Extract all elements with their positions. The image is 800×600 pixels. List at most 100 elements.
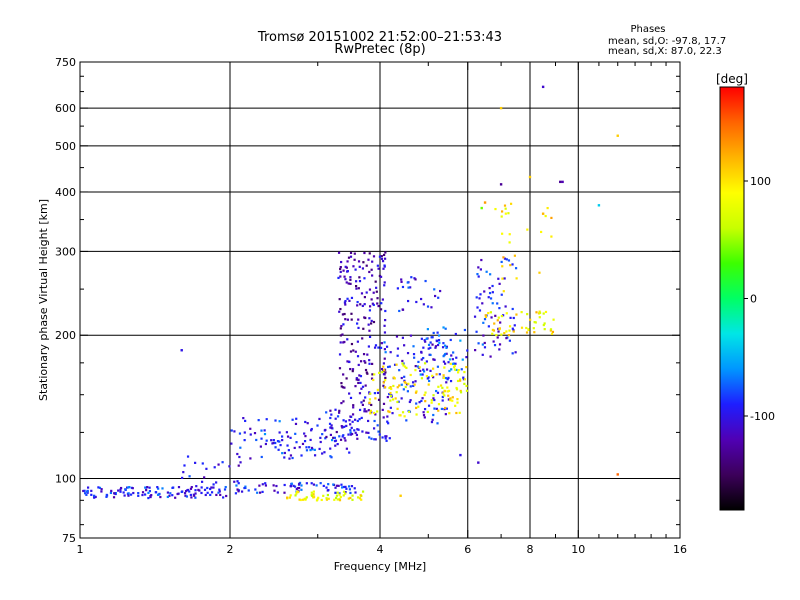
- data-point: [534, 321, 537, 324]
- data-point: [339, 327, 342, 330]
- data-point: [330, 438, 334, 442]
- data-point: [144, 493, 147, 496]
- data-point: [303, 440, 307, 443]
- data-point: [254, 488, 257, 491]
- data-point: [378, 371, 381, 375]
- data-point: [438, 341, 441, 344]
- data-point: [401, 362, 404, 365]
- data-point: [421, 397, 424, 400]
- data-point: [230, 429, 233, 432]
- data-point: [367, 409, 370, 412]
- data-point: [330, 424, 333, 427]
- data-point: [352, 404, 355, 407]
- data-point: [488, 291, 492, 295]
- data-point: [423, 416, 426, 419]
- data-point: [367, 258, 370, 261]
- data-point: [215, 493, 218, 497]
- data-point: [406, 299, 410, 303]
- y-tick-label: 75: [62, 532, 76, 545]
- data-point: [460, 368, 463, 371]
- data-point: [384, 379, 387, 382]
- chart-title: Tromsø 20151002 21:52:00–21:53:43: [257, 30, 502, 45]
- data-point: [345, 447, 348, 450]
- data-point: [261, 483, 264, 486]
- data-point: [479, 268, 482, 271]
- data-point: [328, 422, 332, 425]
- y-tick-label: 600: [55, 102, 76, 115]
- data-point: [312, 490, 315, 493]
- data-point: [233, 480, 236, 483]
- data-point: [225, 494, 228, 498]
- data-point: [502, 290, 505, 293]
- data-point: [374, 438, 377, 441]
- data-point: [429, 341, 432, 344]
- data-point: [324, 437, 327, 440]
- data-point: [380, 257, 384, 260]
- data-point: [455, 411, 458, 415]
- data-point: [435, 373, 438, 376]
- data-point: [280, 435, 284, 438]
- data-point: [526, 228, 529, 231]
- data-point: [335, 496, 338, 500]
- data-point: [352, 406, 355, 409]
- data-point: [323, 451, 326, 454]
- data-point: [363, 277, 366, 280]
- data-point: [263, 429, 266, 432]
- data-point: [172, 486, 175, 489]
- data-point: [361, 430, 364, 433]
- data-point: [283, 456, 286, 459]
- data-point: [338, 353, 342, 356]
- data-point: [274, 419, 277, 422]
- data-point: [386, 395, 389, 399]
- data-point: [501, 232, 504, 235]
- data-point: [137, 494, 140, 497]
- data-point: [281, 452, 284, 455]
- data-point: [520, 326, 524, 329]
- data-point: [360, 416, 363, 420]
- data-point: [435, 389, 438, 393]
- data-point: [491, 302, 494, 305]
- data-point: [507, 212, 510, 215]
- data-point: [341, 435, 344, 438]
- data-point: [342, 419, 345, 422]
- data-point: [333, 498, 336, 501]
- data-point: [396, 347, 400, 350]
- data-point: [319, 436, 322, 439]
- data-point: [449, 362, 452, 365]
- data-point: [389, 399, 392, 402]
- data-point: [370, 322, 373, 325]
- data-point: [194, 461, 197, 464]
- data-point: [348, 451, 351, 454]
- data-point: [382, 267, 385, 270]
- data-point: [349, 251, 353, 254]
- data-point: [456, 379, 460, 383]
- data-point: [465, 366, 468, 369]
- data-point: [259, 445, 262, 448]
- data-point: [334, 444, 337, 447]
- data-point: [243, 431, 246, 434]
- data-point: [345, 281, 348, 284]
- data-point: [448, 412, 451, 415]
- data-point: [360, 387, 363, 390]
- data-point: [386, 365, 390, 369]
- data-point: [195, 485, 198, 488]
- data-point: [339, 275, 342, 278]
- data-point: [306, 422, 309, 425]
- data-point: [210, 491, 214, 494]
- data-point: [505, 337, 508, 340]
- data-point: [346, 360, 349, 363]
- data-point: [426, 377, 429, 380]
- data-point: [393, 363, 397, 366]
- data-point: [149, 495, 152, 499]
- data-point: [316, 424, 319, 427]
- data-point: [422, 411, 425, 414]
- data-point: [301, 442, 305, 446]
- data-point: [264, 482, 267, 485]
- data-point: [291, 456, 294, 460]
- data-point: [325, 497, 328, 500]
- data-point: [388, 365, 391, 368]
- data-point: [236, 452, 239, 456]
- data-point: [374, 397, 377, 400]
- data-point: [356, 419, 359, 423]
- data-point: [395, 391, 398, 394]
